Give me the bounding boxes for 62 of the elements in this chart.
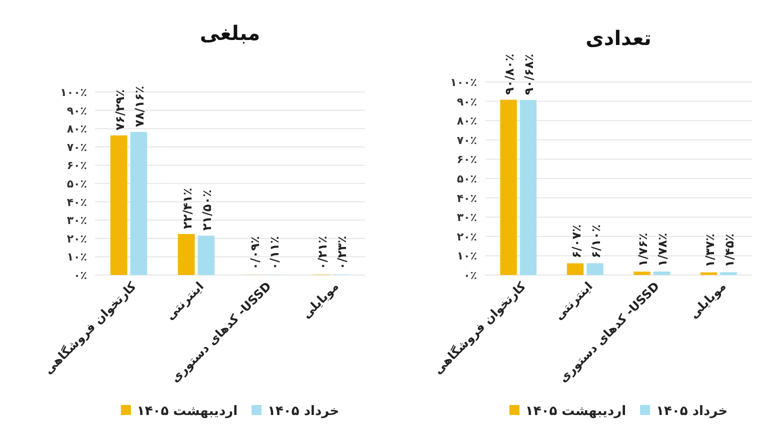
y-tick-label: ۲۰٪ <box>66 232 87 246</box>
x-tick-label: موبایلی <box>299 279 342 322</box>
data-label: ۰/۱۱٪ <box>268 236 282 270</box>
y-tick-label: ۱۰٪ <box>456 250 477 263</box>
data-label: ۱/۷۸٪ <box>656 232 670 267</box>
y-tick-label: ۵۰٪ <box>66 178 87 190</box>
data-label: ۲۱/۵۰٪ <box>200 190 214 231</box>
legend-label: خرداد ۱۴۰۵ <box>268 404 340 419</box>
bar <box>700 272 718 275</box>
bar <box>520 100 537 275</box>
y-tick-label: ۵۰٪ <box>456 172 477 186</box>
y-tick-label: ۲۰٪ <box>456 230 477 244</box>
y-tick-label: ۰٪ <box>74 269 87 282</box>
x-tick-label: اینترنتی <box>162 279 206 323</box>
data-label: ۷۸/۱۶٪ <box>132 86 147 127</box>
data-label: ۱/۷۶٪ <box>636 232 650 267</box>
y-tick-label: ۷۰٪ <box>456 134 477 147</box>
y-tick-label: ۱۰٪ <box>66 250 87 264</box>
chart-title: مبلغی <box>200 21 260 45</box>
x-tick-label: اینترنتی <box>552 279 596 323</box>
bar <box>586 263 604 275</box>
y-tick-label: ۷۰٪ <box>66 140 87 154</box>
x-tick-label: کارتخوان فروشگاهی <box>41 279 139 377</box>
data-label: ۰/۲۳٪ <box>335 236 350 270</box>
bar <box>110 135 128 275</box>
x-tick-label: موبایلی <box>686 279 729 322</box>
y-tick-label: ۶۰٪ <box>66 159 87 172</box>
x-tick-label: کارتخوان فروشگاهی <box>430 279 529 377</box>
data-label: ۶/۱۰٪ <box>588 224 603 258</box>
data-label: ۶/۰۷٪ <box>569 224 584 258</box>
data-label: ۱/۴۵٪ <box>722 234 736 268</box>
data-label: ۹۰/۸۰٪ <box>502 54 517 95</box>
y-tick-label: ۸۰٪ <box>456 114 477 128</box>
legend-label: اردیبهشت ۱۴۰۵ <box>525 404 626 419</box>
y-tick-label: ۶۰٪ <box>456 153 477 166</box>
bar <box>720 272 737 275</box>
y-tick-label: ۰٪ <box>464 269 477 282</box>
bar <box>198 236 215 275</box>
bar <box>130 132 148 275</box>
bar <box>500 100 517 275</box>
legend-label: خرداد ۱۴۰۵ <box>656 404 728 419</box>
y-tick-label: ۱۰۰٪ <box>450 76 477 89</box>
data-label: ۷۶/۲۹٪ <box>112 89 127 130</box>
y-tick-label: ۴۰٪ <box>456 192 477 205</box>
data-label: ۱/۳۷٪ <box>702 234 717 268</box>
legend-label: اردیبهشت ۱۴۰۵ <box>136 404 238 419</box>
y-tick-label: ۴۰٪ <box>66 196 87 209</box>
bar <box>178 234 195 275</box>
y-tick-label: ۱۰۰٪ <box>60 86 87 99</box>
bar <box>566 263 584 275</box>
y-tick-label: ۳۰٪ <box>66 214 87 228</box>
y-tick-label: ۹۰٪ <box>456 95 477 108</box>
data-label: ۰/۰۹٪ <box>248 236 262 270</box>
data-label: ۲۲/۴۱٪ <box>180 188 194 229</box>
y-tick-label: ۹۰٪ <box>66 104 87 118</box>
data-label: ۰/۲۱٪ <box>315 236 330 270</box>
y-tick-label: ۸۰٪ <box>66 122 87 136</box>
chart-title: تعدادی <box>586 26 652 50</box>
y-tick-label: ۳۰٪ <box>456 211 477 224</box>
bar <box>653 272 670 275</box>
bar <box>634 272 650 275</box>
data-label: ۹۰/۶۸٪ <box>522 54 536 95</box>
